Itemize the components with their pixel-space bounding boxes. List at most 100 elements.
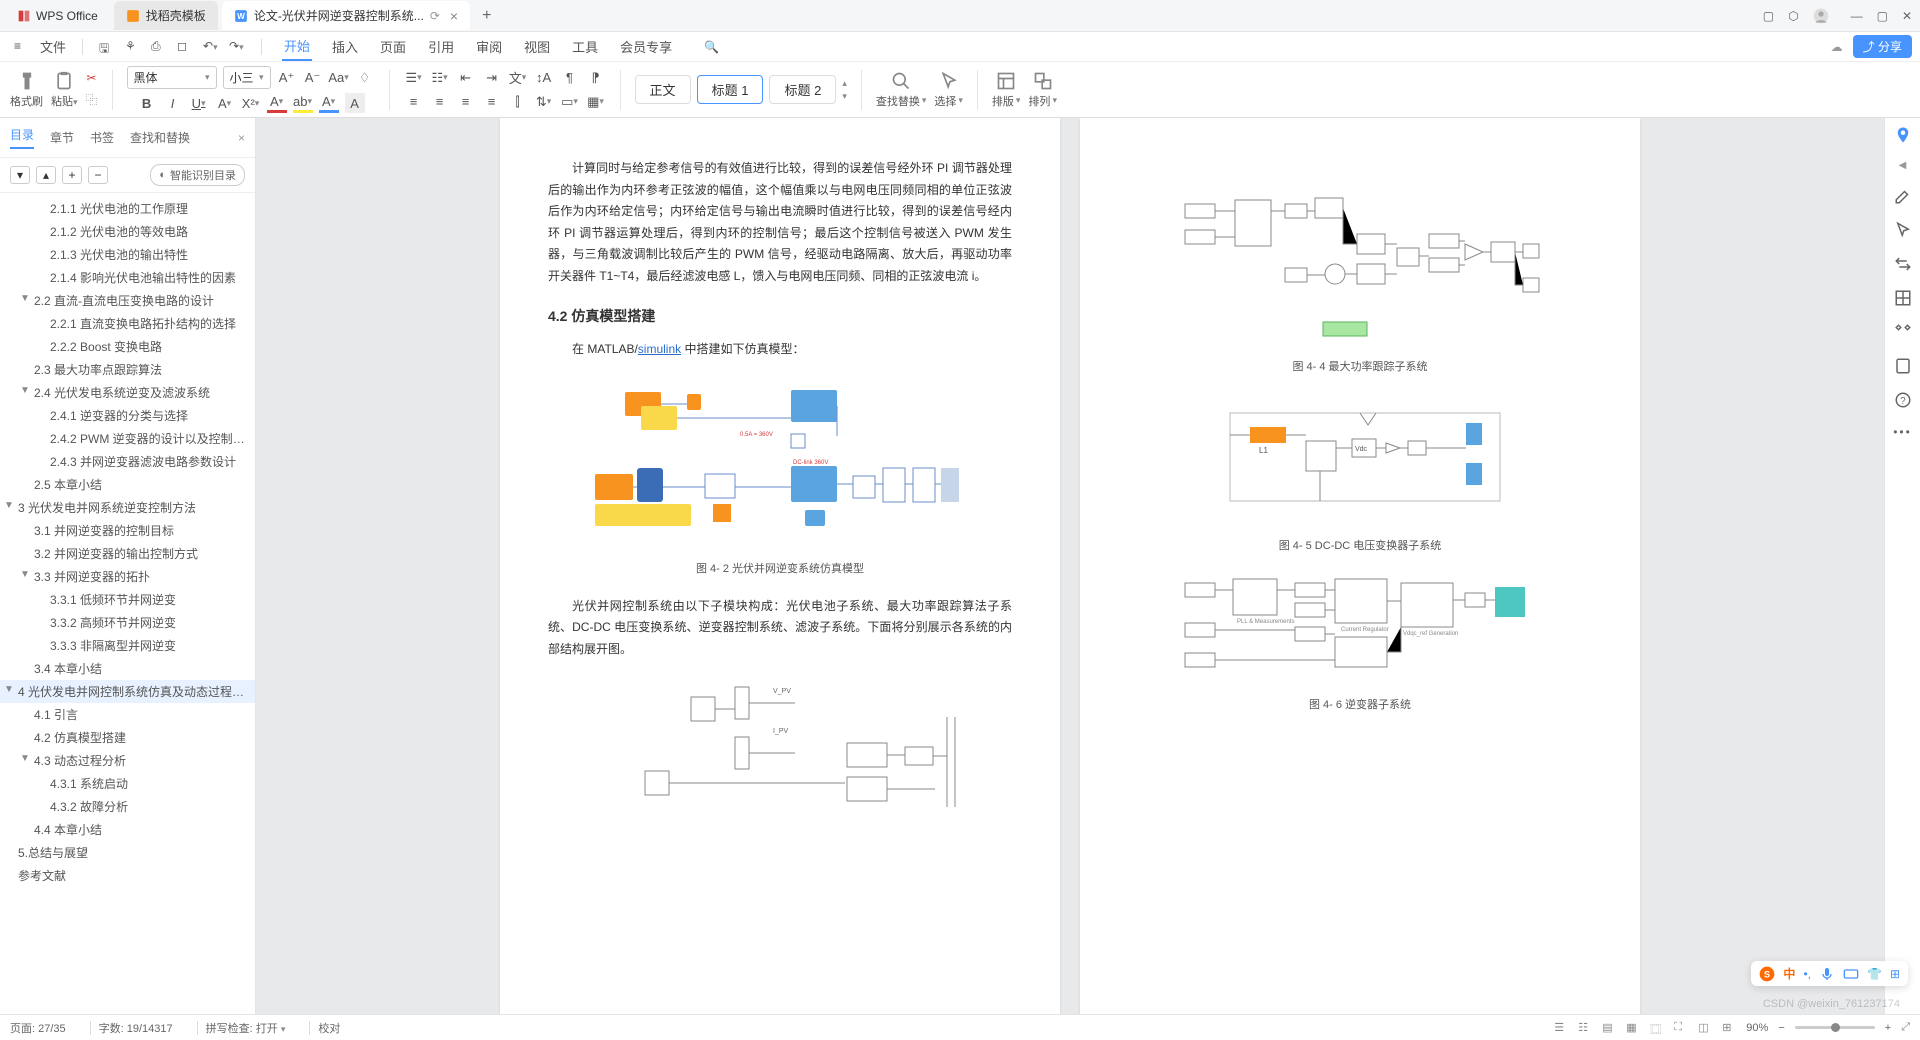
view-mode2-icon[interactable]: ☷ — [1578, 1021, 1592, 1035]
ime-mic-icon[interactable] — [1819, 966, 1835, 982]
sort-icon[interactable]: ↕A — [534, 68, 554, 88]
zoom-percent[interactable]: 90% — [1746, 1022, 1768, 1034]
caret-icon[interactable]: ▼ — [20, 569, 30, 580]
zoom-slider[interactable] — [1795, 1026, 1875, 1029]
toc-item[interactable]: 2.4.2 PWM 逆变器的设计以及控制方法的... — [0, 427, 255, 450]
number-list-icon[interactable]: ☷▾ — [430, 68, 450, 88]
style-scroll-up[interactable]: ▴ — [842, 78, 847, 89]
preview-icon[interactable]: ◻ — [177, 39, 193, 55]
menu-insert[interactable]: 插入 — [330, 33, 360, 60]
collapse-icon[interactable]: ◀ — [1899, 160, 1907, 171]
ruler-icon[interactable]: ◫ — [1698, 1021, 1712, 1035]
leftpanel-tab-bookmark[interactable]: 书签 — [90, 129, 114, 146]
tab-add-button[interactable]: + — [474, 3, 499, 29]
select-button[interactable]: 选择▾ — [934, 71, 963, 109]
char-shading-button[interactable]: A — [345, 93, 365, 113]
caret-icon[interactable]: ▼ — [20, 385, 30, 396]
superscript-button[interactable]: X²▾ — [241, 93, 261, 113]
proofread-status[interactable]: 校对 — [318, 1020, 340, 1036]
leftpanel-tab-toc[interactable]: 目录 — [10, 126, 34, 149]
toc-item[interactable]: 2.1.3 光伏电池的输出特性 — [0, 243, 255, 266]
caret-icon[interactable]: ▼ — [20, 293, 30, 304]
help-icon[interactable]: ? — [1894, 391, 1912, 409]
split-icon[interactable]: ⊞ — [1722, 1021, 1736, 1035]
zoom-out-icon[interactable]: − — [1778, 1022, 1784, 1034]
fit-icon[interactable]: ⤢ — [1901, 1021, 1910, 1034]
show-marks-icon[interactable]: ¶ — [560, 68, 580, 88]
bold-button[interactable]: B — [137, 93, 157, 113]
text-effects-button[interactable]: A▾ — [319, 93, 339, 113]
cursor-icon[interactable] — [1894, 221, 1912, 239]
toc-item[interactable]: 3.3.2 高频环节并网逆变 — [0, 611, 255, 634]
toc-item[interactable]: ▼3 光伏发电并网系统逆变控制方法 — [0, 496, 255, 519]
style-scroll-down[interactable]: ▾ — [842, 91, 847, 102]
package-icon[interactable]: ⬡ — [1788, 9, 1798, 23]
menu-start[interactable]: 开始 — [282, 32, 312, 61]
toc-item[interactable]: 4.4 本章小结 — [0, 818, 255, 841]
document-area[interactable]: 计算同时与给定参考信号的有效值进行比较，得到的误差信号经外环 PI 调节器处理后… — [256, 118, 1884, 1014]
undo-icon[interactable]: ↶▾ — [203, 39, 219, 55]
change-case-icon[interactable]: Aa▾ — [329, 68, 349, 88]
simulink-link[interactable]: simulink — [638, 342, 681, 356]
toc-add-icon[interactable]: + — [62, 166, 82, 184]
bullet-list-icon[interactable]: ☰▾ — [404, 68, 424, 88]
toc-item[interactable]: 2.5 本章小结 — [0, 473, 255, 496]
toc-item[interactable]: ▼2.4 光伏发电系统逆变及滤波系统 — [0, 381, 255, 404]
style-heading1[interactable]: 标题 1 — [697, 75, 764, 104]
view-outline-icon[interactable]: ▦ — [1626, 1021, 1640, 1035]
caret-icon[interactable]: ▼ — [20, 753, 30, 764]
ime-toolbar[interactable]: S 中 •, 👕 ⊞ — [1751, 961, 1908, 986]
toc-item[interactable]: 2.3 最大功率点跟踪算法 — [0, 358, 255, 381]
toc-item[interactable]: 2.1.1 光伏电池的工作原理 — [0, 197, 255, 220]
toc-item[interactable]: 3.1 并网逆变器的控制目标 — [0, 519, 255, 542]
menu-reference[interactable]: 引用 — [426, 33, 456, 60]
highlight-button[interactable]: ab▾ — [293, 93, 313, 113]
exchange-icon[interactable] — [1894, 255, 1912, 273]
view-web-icon[interactable]: ⿴ — [1650, 1021, 1664, 1035]
clear-format-icon[interactable]: ♢ — [355, 68, 375, 88]
app-box-icon[interactable]: ▢ — [1763, 9, 1774, 23]
copy-icon[interactable]: ⿻ — [86, 91, 98, 108]
grid-icon[interactable] — [1894, 289, 1912, 307]
save-icon[interactable]: 🖫 — [99, 39, 115, 55]
toc-item[interactable]: 3.3.1 低频环节并网逆变 — [0, 588, 255, 611]
share-link-icon[interactable]: ⚘ — [125, 39, 141, 55]
shading-icon[interactable]: ▭▾ — [560, 92, 580, 112]
toc-remove-icon[interactable]: − — [88, 166, 108, 184]
toc-item[interactable]: 2.1.4 影响光伏电池输出特性的因素 — [0, 266, 255, 289]
underline-button[interactable]: U▾ — [189, 93, 209, 113]
toc-item[interactable]: 4.3.1 系统启动 — [0, 772, 255, 795]
minimize-button[interactable]: — — [1851, 9, 1863, 23]
cut-icon[interactable]: ✂ — [87, 71, 97, 85]
tools-icon[interactable] — [1894, 323, 1912, 341]
grow-font-icon[interactable]: A⁺ — [277, 68, 297, 88]
shrink-font-icon[interactable]: A⁻ — [303, 68, 323, 88]
layout-button[interactable]: 排版▾ — [992, 71, 1021, 109]
tab-document[interactable]: W 论文-光伏并网逆变器控制系统... ⟳ × — [222, 1, 470, 30]
find-replace-button[interactable]: 查找替换▾ — [876, 71, 927, 109]
strike-button[interactable]: A▾ — [215, 93, 235, 113]
toc-item[interactable]: 2.1.2 光伏电池的等效电路 — [0, 220, 255, 243]
pilcrow-icon[interactable]: ⁋ — [586, 68, 606, 88]
tab-close-icon[interactable]: × — [450, 8, 458, 24]
font-name-select[interactable]: 黑体▾ — [127, 66, 217, 89]
toc-item[interactable]: ▼3.3 并网逆变器的拓扑 — [0, 565, 255, 588]
style-normal[interactable]: 正文 — [635, 75, 691, 104]
toc-item[interactable]: 4.1 引言 — [0, 703, 255, 726]
spell-check-status[interactable]: 拼写检查: 打开 ▾ — [206, 1020, 286, 1036]
menu-review[interactable]: 审阅 — [474, 33, 504, 60]
page-indicator[interactable]: 页面: 27/35 — [10, 1020, 66, 1036]
line-spacing-icon[interactable]: ⇅▾ — [534, 92, 554, 112]
leftpanel-close-icon[interactable]: × — [238, 131, 245, 145]
pen-icon[interactable] — [1894, 187, 1912, 205]
toc-item[interactable]: 参考文献 — [0, 864, 255, 887]
close-button[interactable]: ✕ — [1902, 9, 1912, 23]
font-size-select[interactable]: 小三▾ — [223, 66, 271, 89]
menu-view[interactable]: 视图 — [522, 33, 552, 60]
menu-page[interactable]: 页面 — [378, 33, 408, 60]
tab-template[interactable]: 找稻壳模板 — [114, 1, 218, 30]
arrange-button[interactable]: 排列▾ — [1028, 71, 1057, 109]
toc-item[interactable]: 2.4.3 并网逆变器滤波电路参数设计 — [0, 450, 255, 473]
format-brush-button[interactable]: 格式刷 — [10, 71, 43, 109]
maximize-button[interactable]: ▢ — [1877, 9, 1888, 23]
